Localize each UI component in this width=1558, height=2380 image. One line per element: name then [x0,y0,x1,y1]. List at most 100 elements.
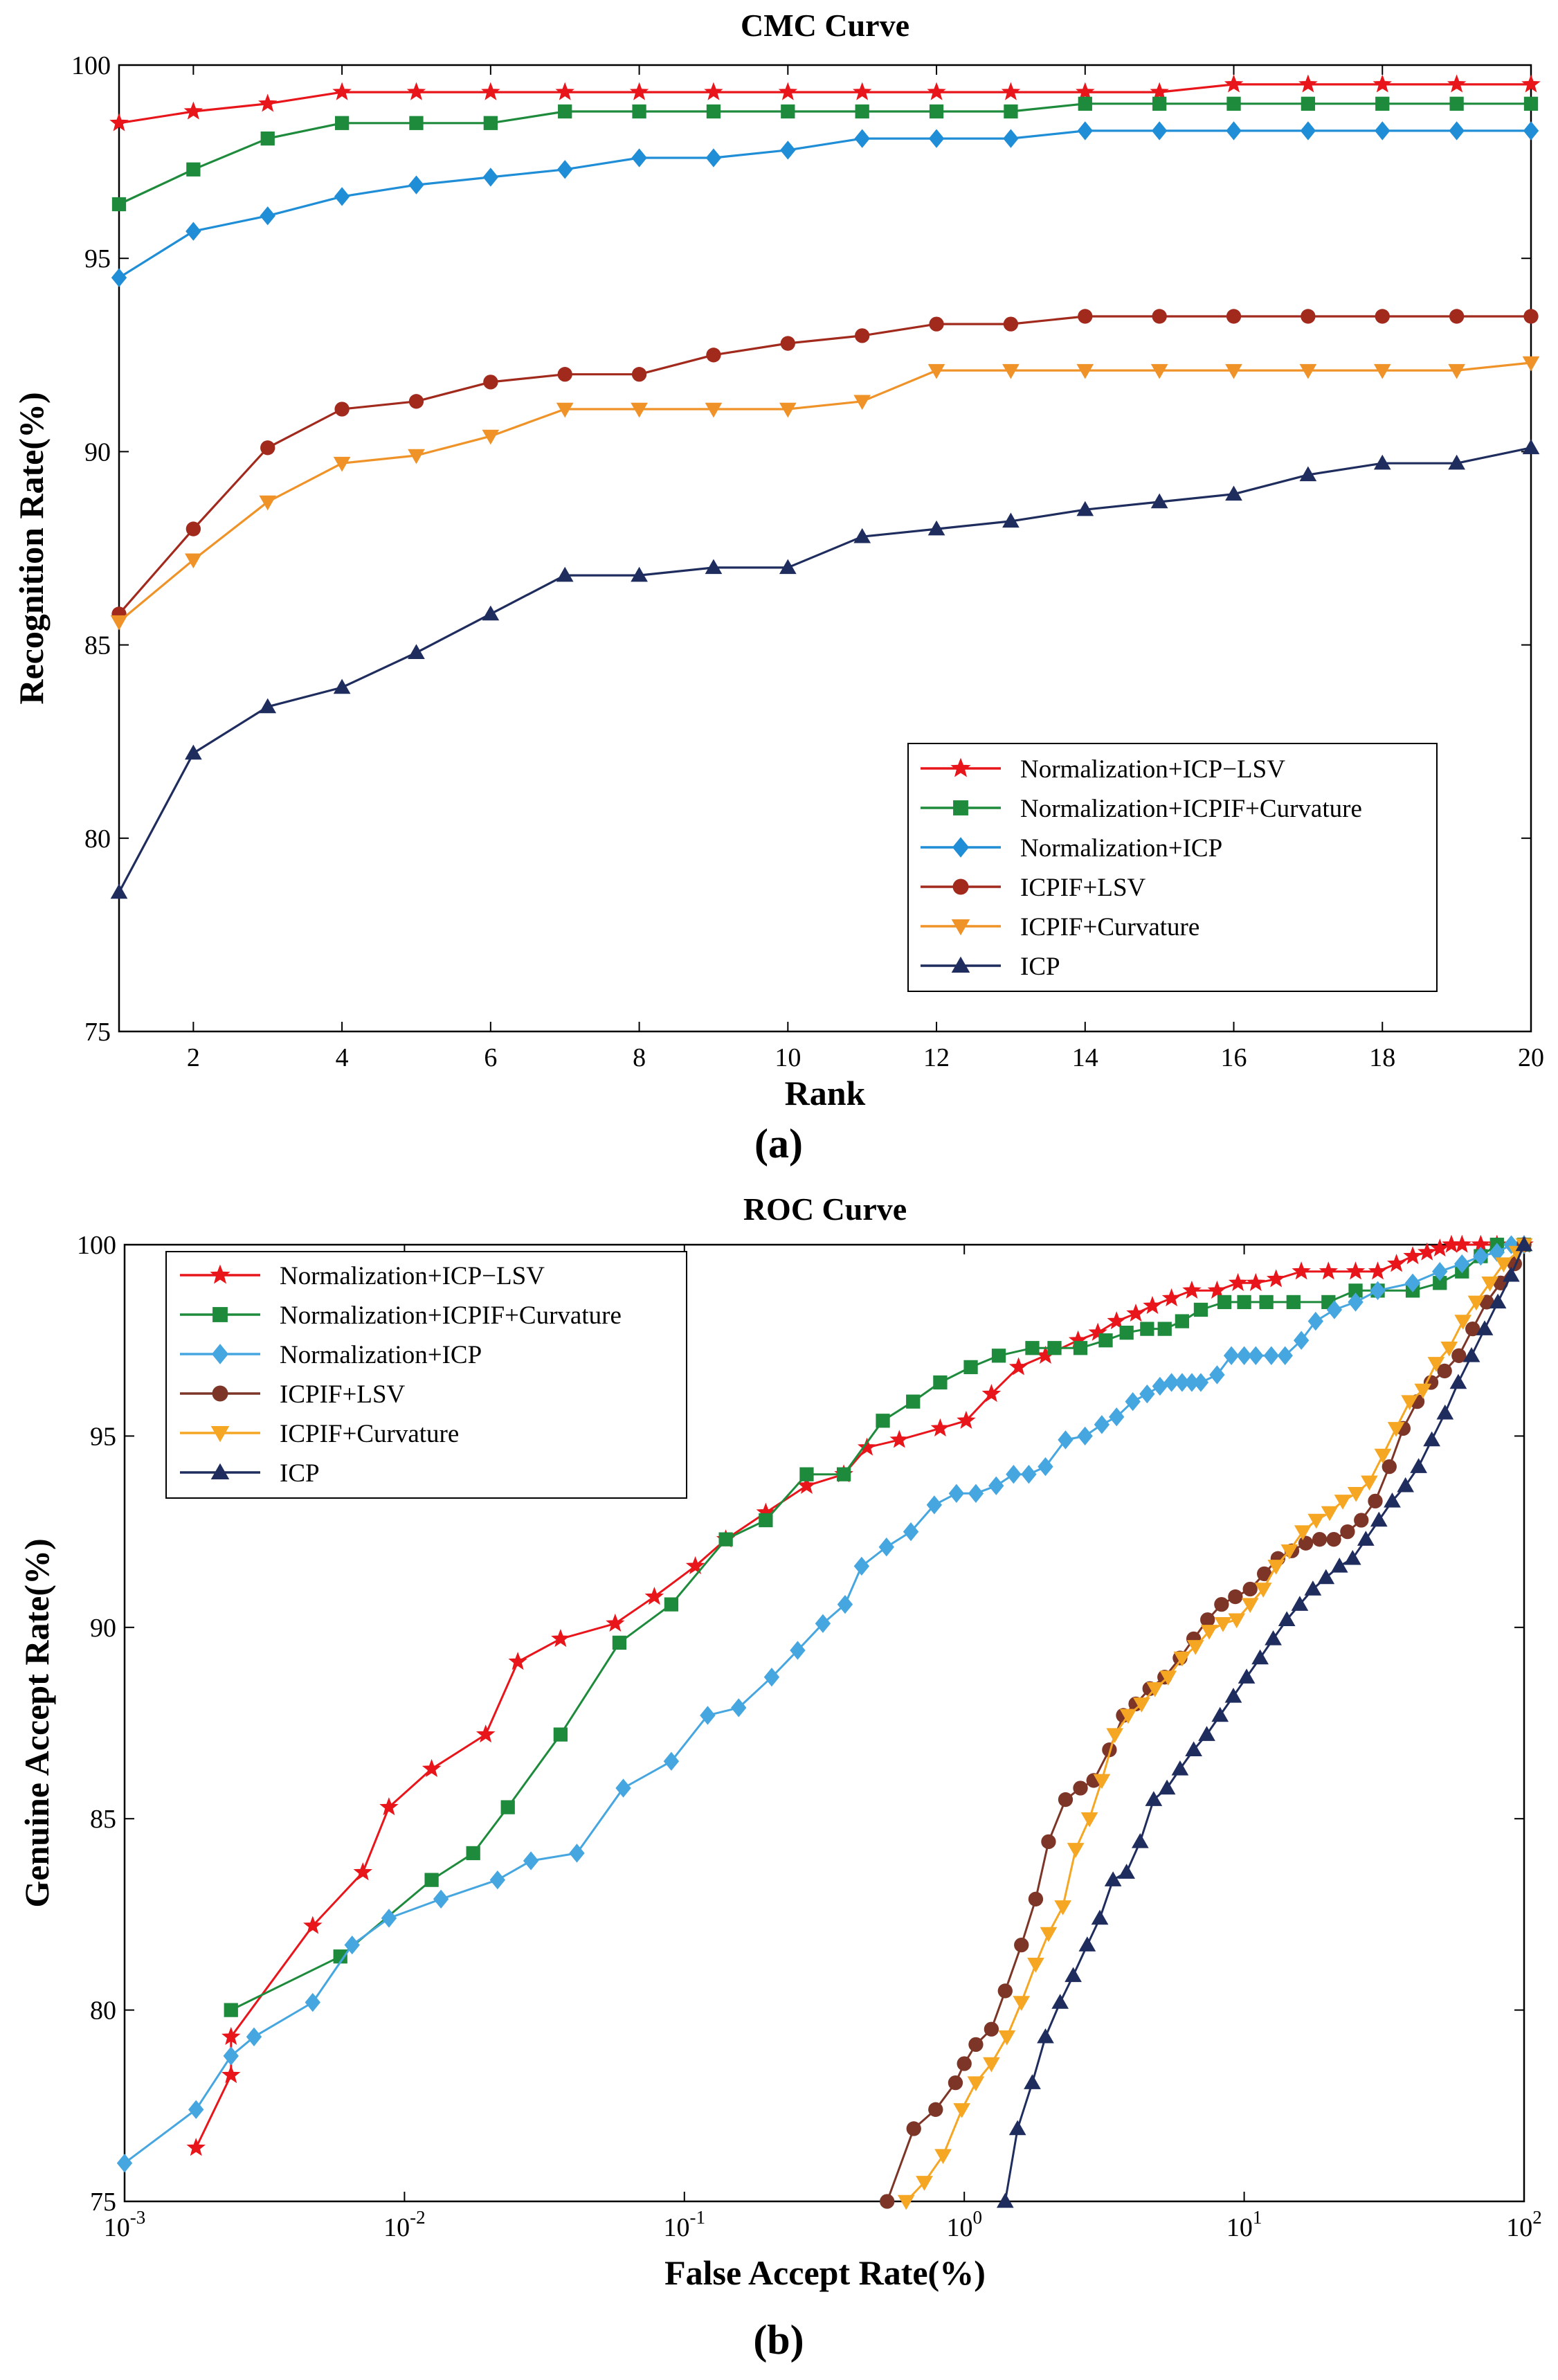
data-point [1207,1280,1227,1299]
data-point [927,363,945,379]
data-point [558,104,572,119]
legend-marker [953,800,968,815]
data-point [1001,82,1021,100]
data-point [109,113,129,132]
legend-item: Normalization+ICP−LSV [921,755,1285,784]
x-tick-label: 2 [187,1043,200,1072]
legend-marker [211,1344,229,1364]
series-line [1004,1244,1525,2202]
data-point [1447,74,1467,93]
series-ICPIF+LSV [880,1237,1532,2209]
data-point [334,402,350,417]
data-point [1067,1843,1085,1858]
data-point [1223,1346,1240,1365]
data-point [1374,1448,1392,1464]
series-line [124,1243,1524,2164]
data-point [1158,1779,1176,1795]
data-point [1317,1569,1335,1585]
data-point [1126,1304,1145,1322]
data-point [569,1843,585,1863]
data-point [110,615,128,631]
data-point [1076,501,1094,516]
x-tick-label: 10-3 [104,2207,146,2242]
data-point [612,1635,627,1650]
legend-marker [210,1264,230,1284]
data-point [836,1467,851,1481]
legend-item: Normalization+ICPIF+Curvature [921,795,1362,823]
data-point [1080,1812,1098,1828]
data-point [185,744,202,760]
data-point [406,82,426,100]
data-point [1495,1257,1512,1272]
data-point [1241,1598,1259,1613]
series-line [118,102,1531,206]
data-point [1003,316,1019,332]
data-point [1423,1431,1440,1447]
data-point [1163,1373,1179,1392]
data-point [1028,1891,1044,1906]
data-point [1146,1682,1164,1697]
y-tick-label: 75 [84,1018,111,1047]
data-point [906,2121,921,2136]
data-point [1002,363,1020,379]
data-point [815,1614,831,1633]
data-point [996,2192,1014,2208]
data-point [779,402,797,418]
data-point [1299,466,1317,482]
data-point [606,1613,625,1632]
data-point [1236,1346,1252,1365]
data-point [1368,1493,1383,1509]
data-point [1401,1395,1418,1410]
data-point [1193,1302,1208,1317]
data-point [1291,1596,1309,1611]
data-point [1357,1531,1375,1546]
data-point [967,2076,985,2091]
data-point [631,148,647,168]
data-point [1346,1261,1366,1280]
data-point [1476,1320,1494,1335]
data-point [1347,1487,1365,1502]
data-point [523,1851,539,1870]
data-point [1003,129,1019,148]
data-point [1440,1341,1458,1357]
caption-a: (a) [754,1121,803,1166]
x-tick-label: 10-1 [664,2207,706,2242]
data-point [489,1870,506,1890]
data-point [968,2037,984,2053]
data-point [224,2003,238,2017]
cmc-plot-frame [118,64,1532,1033]
data-point [629,82,649,100]
data-point [186,2138,206,2156]
data-point [1375,121,1391,141]
legend-item: ICP [921,953,1060,981]
data-point [1150,363,1168,379]
data-point [1370,1281,1386,1300]
series-line [118,129,1531,279]
data-point [1065,1967,1082,1983]
data-point [1225,485,1242,501]
data-point [1225,363,1242,379]
x-tick-label: 10-2 [383,2207,426,2242]
data-point [1307,1311,1324,1331]
series-Normalization+ICPIF+Curvature [111,96,1539,212]
series-Normalization+ICP−LSV [109,74,1541,132]
y-tick-label: 80 [90,1996,116,2026]
data-point [1451,1348,1467,1363]
data-point [1449,309,1465,324]
data-point [1198,1726,1215,1741]
data-point [704,82,723,100]
data-point [185,521,201,537]
data-point [1452,1234,1471,1253]
y-tick-label: 85 [84,631,111,660]
data-point [183,101,203,120]
roc-x-axis-label: False Accept Rate(%) [664,2253,986,2292]
data-point [1077,121,1093,141]
data-point [981,1384,1002,1403]
data-point [1523,96,1539,111]
x-tick-label: 16 [1221,1043,1247,1072]
data-point [353,1862,372,1881]
legend-label: Normalization+ICP−LSV [1020,755,1285,784]
data-point [1051,1994,1069,2009]
